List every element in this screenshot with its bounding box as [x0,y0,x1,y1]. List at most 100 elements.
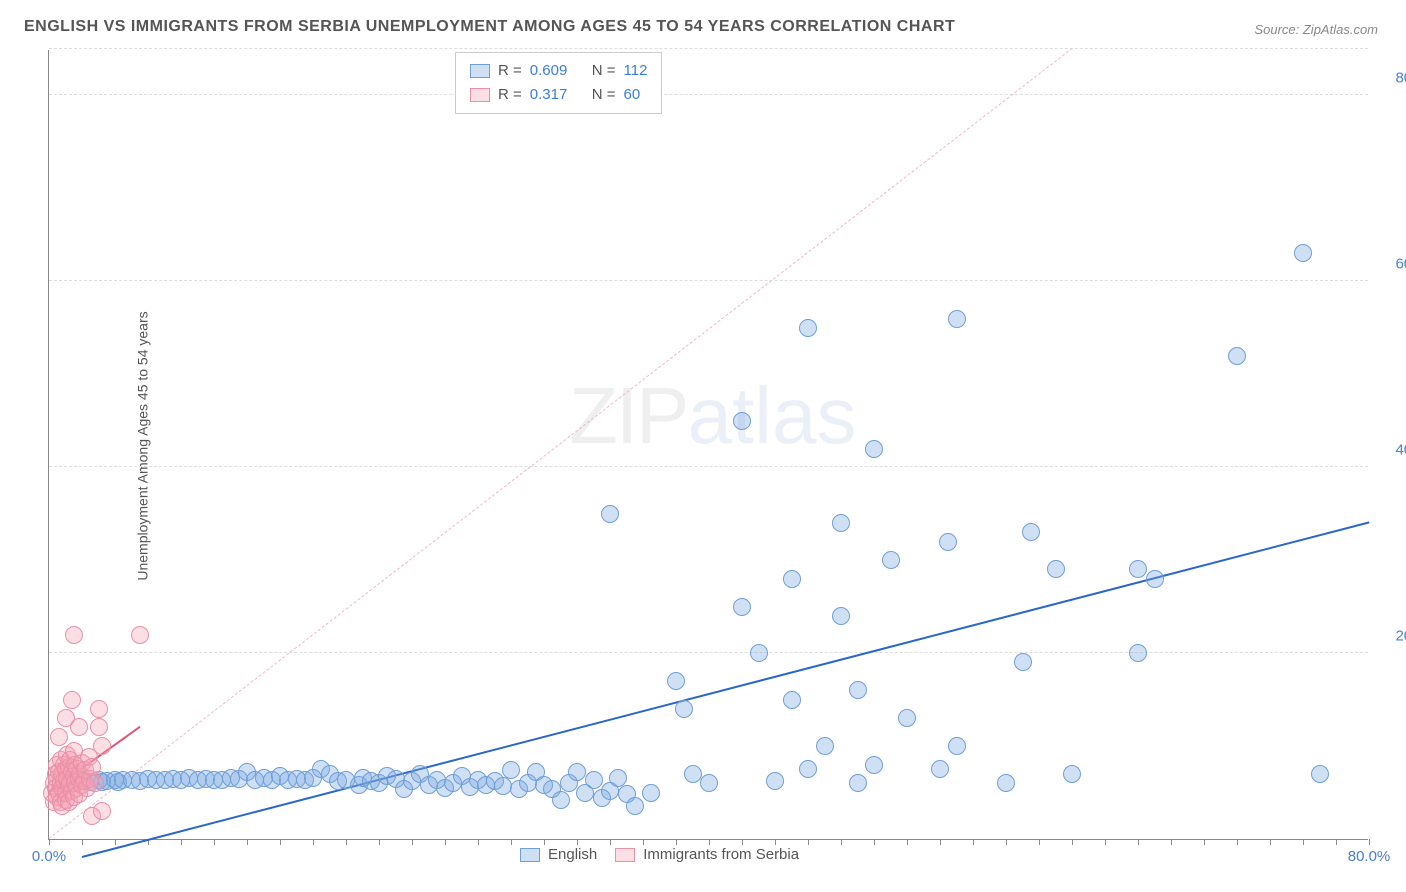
trend-line [82,521,1370,858]
data-point [816,737,834,755]
x-tick [82,839,83,845]
watermark-atlas: atlas [687,371,856,460]
r-label: R = [498,83,522,107]
x-tick [445,839,446,845]
x-tick [874,839,875,845]
x-tick [1336,839,1337,845]
data-point [865,440,883,458]
data-point [675,700,693,718]
gridline-horizontal [49,48,1368,49]
legend-swatch [470,64,490,78]
data-point [90,718,108,736]
data-point [609,769,627,787]
data-point [750,644,768,662]
source-attribution: Source: ZipAtlas.com [1254,22,1378,37]
x-tick [577,839,578,845]
data-point [65,626,83,644]
trend-line [49,48,1073,839]
x-tick [181,839,182,845]
data-point [552,791,570,809]
gridline-horizontal [49,94,1368,95]
data-point [1014,653,1032,671]
x-tick [808,839,809,845]
x-tick [412,839,413,845]
x-tick [1105,839,1106,845]
legend-row: R = 0.317 N = 60 [470,83,647,107]
n-label: N = [592,83,616,107]
x-tick [1039,839,1040,845]
data-point [494,777,512,795]
data-point [63,691,81,709]
scatter-plot-area: ZIPatlas 20.0%40.0%60.0%80.0%0.0%80.0% [48,50,1368,840]
data-point [948,737,966,755]
x-tick [973,839,974,845]
data-point [667,672,685,690]
data-point [997,774,1015,792]
data-point [849,681,867,699]
x-tick [1171,839,1172,845]
x-tick [115,839,116,845]
x-tick [841,839,842,845]
data-point [882,551,900,569]
x-tick [610,839,611,845]
data-point [832,607,850,625]
x-tick [1270,839,1271,845]
x-tick [511,839,512,845]
data-point [131,626,149,644]
x-tick [1369,839,1370,845]
n-value: 60 [624,83,641,107]
x-tick [280,839,281,845]
x-tick [346,839,347,845]
data-point [733,412,751,430]
n-value: 112 [624,59,648,83]
x-tick [907,839,908,845]
data-point [931,760,949,778]
r-value: 0.317 [530,83,584,107]
data-point [939,533,957,551]
legend-row: R =0.609N =112 [470,59,647,83]
data-point [1129,644,1147,662]
legend-swatch [615,848,635,862]
data-point [93,802,111,820]
x-tick [940,839,941,845]
x-tick [775,839,776,845]
x-tick [49,839,50,845]
r-value: 0.609 [530,59,584,83]
x-tick [1006,839,1007,845]
legend-label: Immigrants from Serbia [643,846,799,863]
x-tick [709,839,710,845]
data-point [799,319,817,337]
data-point [849,774,867,792]
data-point [1129,560,1147,578]
x-tick [643,839,644,845]
x-tick [1072,839,1073,845]
data-point [70,718,88,736]
watermark: ZIPatlas [569,370,856,462]
gridline-horizontal [49,466,1368,467]
gridline-horizontal [49,652,1368,653]
data-point [799,760,817,778]
data-point [642,784,660,802]
legend-swatch [470,88,490,102]
y-tick-label: 40.0% [1378,442,1406,459]
data-point [832,514,850,532]
x-tick [1303,839,1304,845]
correlation-legend: R =0.609N =112R = 0.317 N = 60 [455,52,662,114]
legend-swatch [520,848,540,862]
x-tick [676,839,677,845]
legend-item: English [520,846,597,863]
data-point [1022,523,1040,541]
data-point [626,797,644,815]
data-point [90,700,108,718]
legend-label: English [548,846,597,863]
x-tick [742,839,743,845]
gridline-horizontal [49,280,1368,281]
x-tick [544,839,545,845]
data-point [568,763,586,781]
series-legend: English Immigrants from Serbia [520,846,799,863]
data-point [1294,244,1312,262]
watermark-zip: ZIP [569,371,687,460]
x-tick [214,839,215,845]
data-point [783,570,801,588]
x-tick [247,839,248,845]
